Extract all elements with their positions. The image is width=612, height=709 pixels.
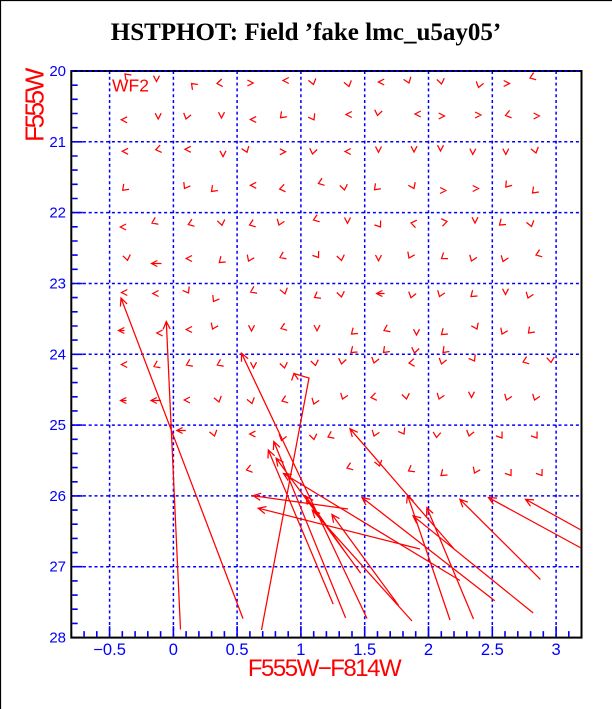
svg-text:F555W: F555W bbox=[20, 67, 50, 142]
svg-text:21: 21 bbox=[49, 134, 66, 151]
svg-text:23: 23 bbox=[49, 276, 66, 293]
svg-text:2: 2 bbox=[424, 641, 433, 659]
svg-text:2.5: 2.5 bbox=[481, 641, 504, 659]
svg-text:22: 22 bbox=[49, 205, 66, 222]
svg-text:27: 27 bbox=[49, 559, 66, 576]
svg-text:3: 3 bbox=[552, 641, 561, 659]
svg-text:HSTPHOT: Field ’fake lmc_u5ay0: HSTPHOT: Field ’fake lmc_u5ay05’ bbox=[111, 19, 502, 46]
svg-text:1: 1 bbox=[296, 641, 305, 659]
svg-text:0.5: 0.5 bbox=[226, 641, 249, 659]
svg-text:−0.5: −0.5 bbox=[93, 641, 126, 659]
svg-text:WF2: WF2 bbox=[112, 76, 149, 96]
svg-text:0: 0 bbox=[169, 641, 178, 659]
svg-text:F555W−F814W: F555W−F814W bbox=[248, 655, 402, 682]
svg-text:24: 24 bbox=[49, 346, 66, 363]
svg-text:28: 28 bbox=[49, 630, 66, 647]
svg-text:1.5: 1.5 bbox=[353, 641, 376, 659]
svg-text:20: 20 bbox=[49, 63, 66, 80]
svg-text:26: 26 bbox=[49, 488, 66, 505]
svg-text:25: 25 bbox=[49, 417, 66, 434]
